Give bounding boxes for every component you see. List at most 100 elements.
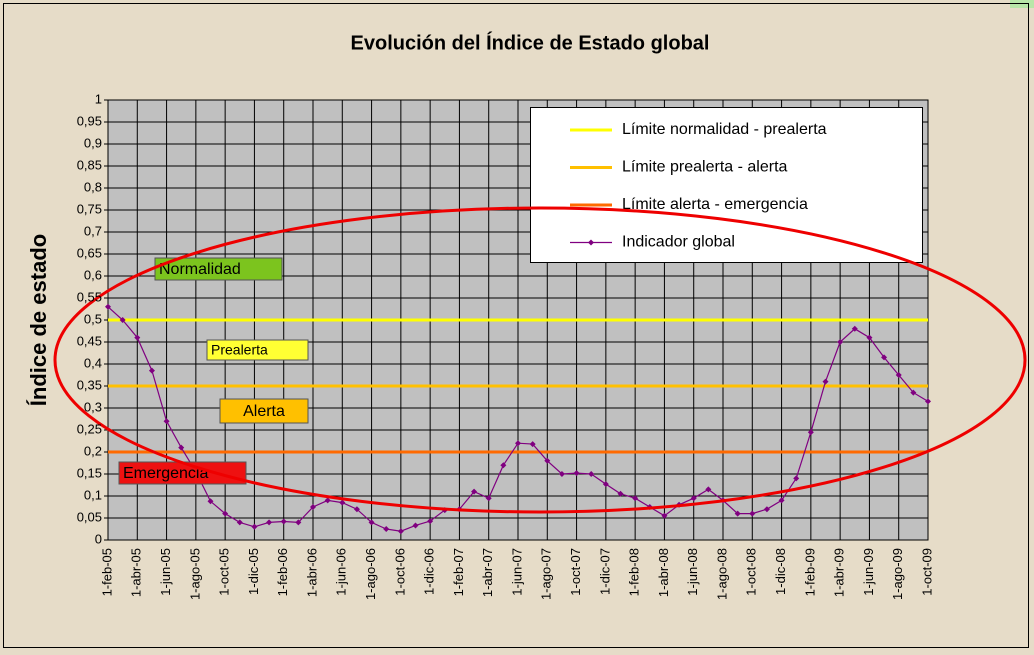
- marker: [632, 495, 639, 502]
- x-tick-label: 1-abr-09: [832, 548, 847, 597]
- y-tick-label: 0,05: [77, 509, 102, 524]
- marker: [383, 526, 390, 532]
- marker: [134, 334, 141, 341]
- marker: [500, 462, 507, 469]
- x-tick-label: 1-feb-05: [99, 548, 114, 596]
- legend-label: Límite prealerta - alerta: [622, 159, 788, 176]
- marker: [310, 504, 316, 510]
- y-tick-label: 0,75: [77, 201, 102, 216]
- x-tick-label: 1-ago-09: [890, 548, 905, 600]
- marker: [105, 303, 111, 310]
- marker: [749, 510, 756, 517]
- chart-border: [3, 3, 1029, 648]
- y-tick-label: 0,2: [84, 443, 102, 458]
- annotations: Normalidad Prealerta Alerta Emergencia: [118, 257, 309, 485]
- x-tick-label: 1-ago-08: [714, 548, 729, 600]
- x-tick-label: 1-oct-08: [744, 548, 759, 596]
- marker: [925, 398, 931, 405]
- marker: [280, 518, 287, 525]
- marker: [778, 497, 785, 504]
- y-tick-label: 0,85: [77, 157, 102, 172]
- marker: [837, 339, 844, 345]
- y-tick-label: 1: [95, 91, 102, 106]
- marker: [427, 518, 434, 525]
- legend-marker: [588, 239, 594, 246]
- marker: [178, 444, 185, 451]
- y-tick-label: 0,25: [77, 421, 102, 436]
- legend-label: Límite normalidad - prealerta: [622, 121, 827, 138]
- x-tick-label: 1-jun-06: [334, 548, 349, 596]
- y-tick-label: 0,45: [77, 333, 102, 348]
- marker: [339, 499, 346, 506]
- marker: [295, 519, 302, 526]
- marker: [734, 510, 741, 517]
- marker: [851, 325, 858, 332]
- marker: [397, 528, 404, 535]
- marker: [690, 495, 697, 502]
- marker: [119, 317, 126, 323]
- x-tick-label: 1-feb-06: [275, 548, 290, 596]
- marker: [529, 441, 536, 448]
- marker: [485, 495, 492, 502]
- y-tick-label: 0,1: [84, 487, 102, 502]
- marker: [573, 470, 580, 477]
- y-axis-label: Índice de estado: [26, 234, 51, 406]
- x-tick-label: 1-abr-05: [129, 548, 144, 597]
- y-tick-label: 0: [95, 531, 102, 546]
- legend: [530, 107, 923, 263]
- x-tick-label: 1-abr-07: [480, 548, 495, 597]
- zone-box: [206, 339, 309, 361]
- chart-title: Evolución del Índice de Estado global: [351, 31, 710, 54]
- marker: [251, 523, 258, 530]
- x-tick-label: 1-dic-07: [597, 548, 612, 595]
- marker: [763, 506, 770, 513]
- y-tick-label: 0,65: [77, 245, 102, 260]
- zone-label: Prealerta: [211, 342, 268, 358]
- zone-label: Alerta: [243, 403, 285, 420]
- x-tick-label: 1-oct-07: [568, 548, 583, 596]
- marker: [910, 389, 917, 396]
- x-tick-label: 1-jun-08: [685, 548, 700, 596]
- marker: [163, 418, 170, 425]
- marker: [471, 488, 478, 495]
- y-tick-label: 0,15: [77, 465, 102, 480]
- y-tick-label: 0,35: [77, 377, 102, 392]
- x-tick-label: 1-jun-09: [861, 548, 876, 596]
- marker: [881, 354, 888, 361]
- y-tick-label: 0,5: [84, 311, 102, 326]
- marker: [602, 481, 609, 488]
- marker: [807, 429, 814, 436]
- y-tick-label: 0,9: [84, 135, 102, 150]
- x-tick-label: 1-jun-07: [509, 548, 524, 596]
- marker: [895, 372, 902, 378]
- legend-label: Indicador global: [622, 234, 735, 251]
- marker: [368, 519, 375, 526]
- highlight-ellipse: [53, 206, 1027, 514]
- x-tick-label: 1-ago-07: [539, 548, 554, 600]
- marker: [324, 497, 331, 504]
- marker: [353, 506, 360, 513]
- legend-entries: Límite normalidad - prealerta Límite prea…: [570, 121, 827, 251]
- x-tick-label: 1-abr-08: [656, 548, 671, 597]
- y-tick-label: 0,7: [84, 223, 102, 238]
- marker: [661, 512, 668, 519]
- x-tick-label: 1-ago-05: [187, 548, 202, 600]
- y-tick-label: 0,8: [84, 179, 102, 194]
- zone-label: Normalidad: [159, 261, 241, 278]
- marker: [266, 519, 273, 526]
- marker: [236, 519, 243, 526]
- x-tick-label: 1-dic-05: [246, 548, 261, 595]
- marker: [222, 510, 229, 517]
- y-tick-label: 0,6: [84, 267, 102, 282]
- marker: [412, 522, 419, 529]
- marker: [207, 498, 214, 505]
- lines: [105, 303, 931, 535]
- legend-label: Límite alerta - emergencia: [622, 196, 808, 213]
- y-tick-label: 0,95: [77, 113, 102, 128]
- marker: [822, 378, 829, 385]
- zone-box: [219, 398, 309, 424]
- y-tick-label: 0,55: [77, 289, 102, 304]
- x-tick-label: 1-oct-06: [392, 548, 407, 596]
- zone-label: Emergencia: [123, 465, 208, 482]
